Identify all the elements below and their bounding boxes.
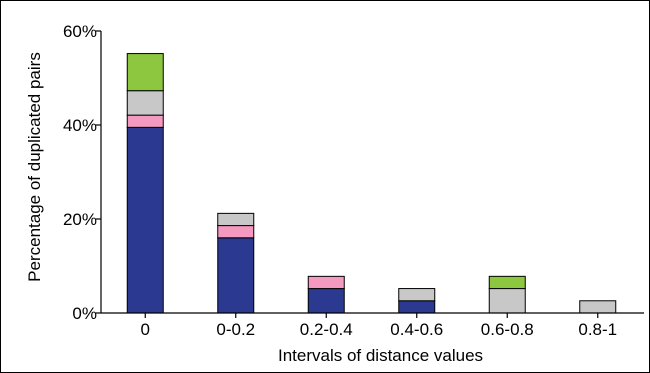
y-axis-title: Percentage of duplicated pairs	[25, 52, 44, 282]
bar-segment	[579, 300, 617, 314]
bar-segment	[398, 288, 436, 302]
bar-segment	[398, 300, 436, 314]
y-tick-label: 60%	[63, 22, 97, 41]
x-tick-label: 0-0.2	[216, 320, 255, 339]
x-tick-label: 0.8-1	[578, 320, 617, 339]
bar-segment	[307, 288, 345, 314]
bar-segment	[126, 126, 164, 314]
bar-segment	[217, 225, 255, 239]
bars-group	[126, 53, 617, 314]
bar-segment	[488, 288, 526, 314]
x-axis-title: Intervals of distance values	[278, 346, 483, 365]
bar-segment	[488, 275, 526, 290]
x-ticks-group: 0 0-0.2 0.2-0.4 0.4-0.6 0.6-0.8 0.8-1	[141, 313, 617, 339]
x-tick-label: 0.6-0.8	[481, 320, 534, 339]
bar-segment	[126, 114, 164, 128]
bar-segment	[307, 275, 345, 290]
x-tick-label: 0.2-0.4	[300, 320, 353, 339]
y-tick-label: 20%	[63, 210, 97, 229]
x-tick-label: 0.4-0.6	[390, 320, 443, 339]
bar-segment	[217, 212, 255, 227]
bar-segment	[126, 90, 164, 116]
bar-segment	[217, 237, 255, 314]
y-tick-label: 40%	[63, 116, 97, 135]
y-ticks-group: 0% 20% 40% 60%	[63, 22, 101, 323]
y-tick-label: 0%	[72, 304, 97, 323]
x-tick-label: 0	[141, 320, 150, 339]
bar-segment	[126, 53, 164, 92]
